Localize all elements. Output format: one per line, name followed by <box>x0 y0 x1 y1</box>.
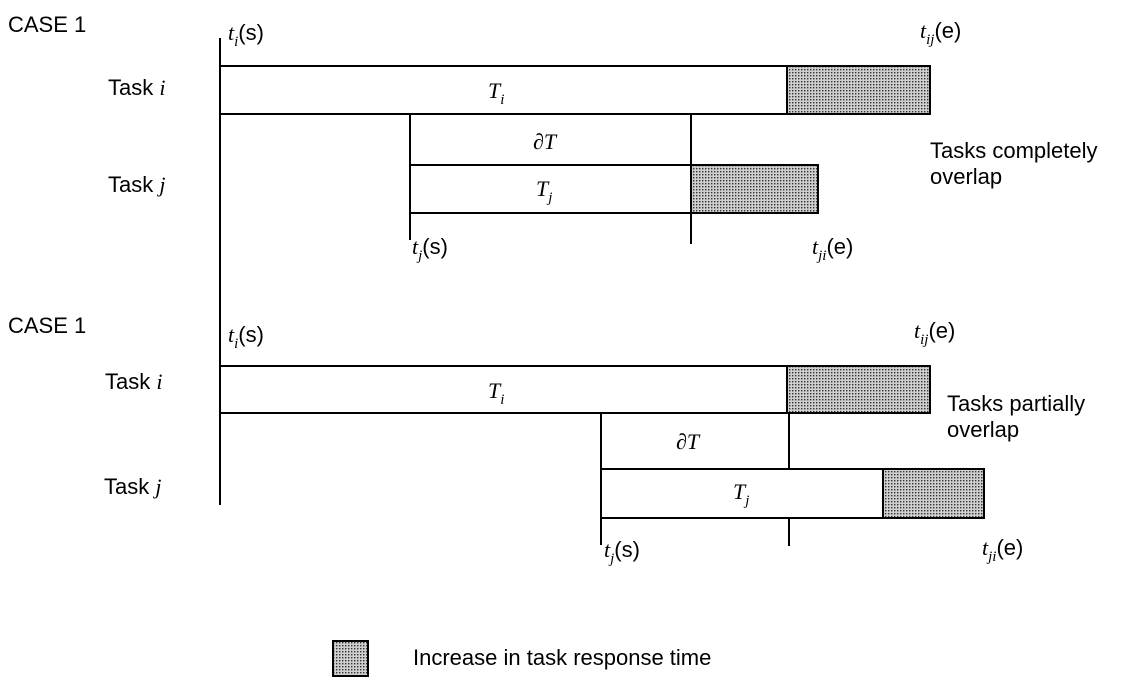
case-a-task-i-increase <box>786 65 931 115</box>
case-b-tij-end: tij(e) <box>914 318 955 348</box>
case-b-task-j-bar <box>600 468 884 519</box>
case-a-title: CASE 1 <box>8 12 86 37</box>
case-b-delta-label: ∂T <box>676 429 701 454</box>
case-a-task-j-increase <box>690 164 819 214</box>
case-b-ti-start: ti(s) <box>228 322 264 352</box>
case-a-note: Tasks completely overlap <box>930 138 1104 189</box>
legend-text: Increase in task response time <box>413 645 711 670</box>
case-b-Tj-label: Tj <box>733 479 749 509</box>
case-b-task-j-label: Task j <box>104 474 162 499</box>
case-a-delta-label: ∂T <box>533 129 558 154</box>
case-b-tj-start: tj(s) <box>604 537 640 567</box>
case-a-tj-start: tj(s) <box>412 234 448 264</box>
case-complete-overlap: CASE 1 ti(s) tij(e) Task i Ti ∂T Task j … <box>8 12 1104 264</box>
case-b-task-j-increase <box>882 468 985 519</box>
case-a-Tj-label: Tj <box>536 176 552 206</box>
legend: Increase in task response time <box>332 640 711 677</box>
case-b-tji-end: tji(e) <box>982 535 1023 565</box>
case-b-note: Tasks partially overlap <box>947 391 1091 442</box>
case-b-Ti-label: Ti <box>488 378 504 408</box>
case-a-tij-end: tij(e) <box>920 18 961 48</box>
case-b-task-i-increase <box>786 365 931 414</box>
case-a-task-i-label: Task i <box>108 75 166 100</box>
case-a-task-j-label: Task j <box>108 172 166 197</box>
case-b-title: CASE 1 <box>8 313 86 338</box>
case-a-ti-start: ti(s) <box>228 20 264 50</box>
legend-swatch <box>332 640 369 677</box>
case-a-Ti-label: Ti <box>488 78 504 108</box>
case-b-task-i-label: Task i <box>105 369 163 394</box>
case-a-tji-end: tji(e) <box>812 234 853 264</box>
case-partial-overlap: CASE 1 ti(s) tij(e) Task i Ti ∂T Task j … <box>8 313 1091 567</box>
